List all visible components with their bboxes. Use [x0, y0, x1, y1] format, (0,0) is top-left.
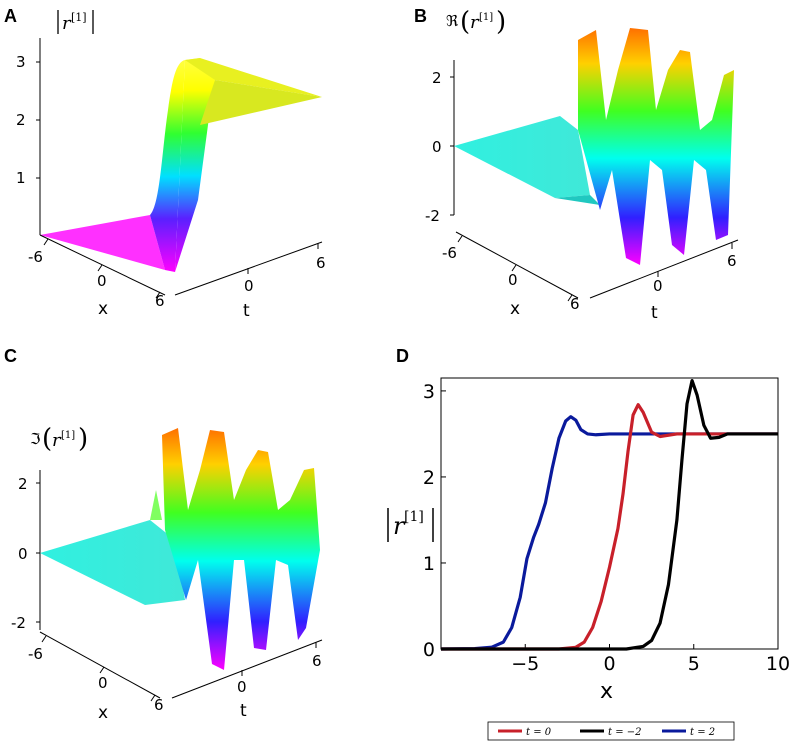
- z-title-a: r [1]: [57, 10, 94, 34]
- z-tick-b-3: -2: [425, 207, 440, 225]
- surface-a-floor: [40, 215, 165, 270]
- x-axis-b: [455, 231, 579, 299]
- series-line-t-2: [441, 378, 778, 651]
- d-ticks: −5 0 5 10 0 1 2 3: [423, 381, 790, 675]
- panel-label-d: D: [396, 346, 409, 366]
- z-title-b: ℜ ( r [1] ): [446, 7, 506, 37]
- d-series: [440, 378, 778, 651]
- x-axis-a: [39, 234, 166, 296]
- svg-text:ℑ: ℑ: [30, 430, 40, 448]
- z-tick-a-3: 3: [16, 53, 26, 71]
- panel-label-b: B: [414, 6, 427, 26]
- x-label-a: x: [98, 299, 108, 319]
- z-title-c: ℑ ( r [1] ): [30, 424, 88, 454]
- x-tick-label-d: 10: [766, 653, 790, 675]
- z-tick-b-2: 0: [432, 138, 442, 156]
- x-tick-c-2: 0: [98, 674, 108, 692]
- svg-text:[1]: [1]: [479, 12, 493, 23]
- x-tick-b-1: -6: [442, 244, 457, 262]
- x-tick-a-2: 0: [97, 272, 107, 290]
- t-tick-b-2: 6: [727, 252, 737, 270]
- svg-text:(: (: [460, 7, 470, 37]
- z-tick-c-3: -2: [11, 614, 26, 632]
- y-tick-label-d: 0: [423, 639, 435, 661]
- t-tick-a-2: 6: [316, 254, 326, 272]
- x-label-d: x: [600, 679, 613, 704]
- y-label-d: r [1]: [387, 508, 434, 542]
- z-tick-c-1: 2: [18, 475, 28, 493]
- svg-text:ℜ: ℜ: [446, 12, 459, 30]
- svg-text:(: (: [42, 424, 52, 454]
- surface-a-plateau: [185, 58, 322, 97]
- panel-a: A r [1] 3 2 1 -6 0 6 x 0 6 t: [4, 6, 326, 321]
- x-tick-c-1: -6: [28, 645, 43, 663]
- t-tick-b-1: 0: [653, 277, 663, 295]
- t-axis-b: [589, 239, 739, 299]
- legend-label: t = 2: [690, 727, 715, 738]
- legend-label: t = 0: [526, 727, 552, 738]
- surface-a-plateau-side: [200, 80, 322, 125]
- panel-label-a: A: [4, 6, 17, 26]
- x-tick-b-3: 6: [570, 295, 580, 313]
- surface-b-flat: [454, 116, 590, 198]
- y-tick-label-d: 3: [423, 381, 435, 403]
- y-tick-label-d: 1: [423, 553, 435, 575]
- x-axis-c: [39, 631, 161, 699]
- svg-text:r: r: [62, 13, 72, 34]
- z-tick-a-1: 1: [16, 169, 26, 187]
- x-tick-label-d: 0: [603, 653, 615, 675]
- t-tick-c-2: 6: [312, 652, 322, 670]
- z-tick-a-2: 2: [16, 111, 26, 129]
- surface-c-oscillation: [162, 428, 320, 670]
- legend-box: [487, 721, 735, 741]
- z-tick-b-1: 2: [432, 69, 442, 87]
- panel-b: B ℜ ( r [1] ) 2 0 -2 -6 0 6 x 0 6 t: [414, 6, 739, 323]
- t-tick-a-1: 0: [244, 277, 254, 295]
- surface-c-flat: [40, 520, 185, 605]
- svg-text:[1]: [1]: [404, 509, 424, 525]
- series-line-t-0: [441, 403, 778, 651]
- svg-text:[1]: [1]: [71, 11, 87, 24]
- x-tick-c-3: 6: [154, 696, 164, 714]
- svg-text:r: r: [52, 430, 62, 451]
- plot-frame-d: [440, 377, 779, 650]
- svg-text:[1]: [1]: [61, 430, 75, 441]
- x-tick-label-d: 5: [688, 653, 700, 675]
- y-tick-label-d: 2: [423, 467, 435, 489]
- t-axis-c: [171, 639, 323, 699]
- t-tick-c-1: 0: [237, 678, 247, 696]
- surface-a-rise: [150, 60, 185, 272]
- t-label-c: t: [240, 701, 247, 721]
- x-tick-b-2: 0: [508, 271, 518, 289]
- svg-text:r: r: [393, 512, 406, 540]
- z-tick-c-2: 0: [18, 545, 28, 563]
- svg-text:): ): [496, 7, 506, 37]
- panel-label-c: C: [4, 346, 17, 366]
- legend-label: t = −2: [608, 727, 642, 738]
- panel-d: D −5 0 5 10 0 1 2 3 r [1] x t = 0 t = −2 t = 2: [387, 346, 790, 741]
- x-label-b: x: [510, 299, 520, 319]
- x-tick-a-1: -6: [28, 248, 43, 266]
- t-label-a: t: [243, 301, 250, 321]
- x-tick-label-d: −5: [511, 653, 539, 675]
- x-tick-a-3: 6: [155, 292, 165, 310]
- series-line-t-2: [440, 415, 778, 651]
- panel-c: C ℑ ( r [1] ) 2 0 -2 -6 0 6 x 0 6 t: [4, 346, 323, 723]
- legend-d: t = 0 t = −2 t = 2: [487, 721, 735, 741]
- svg-text:r: r: [470, 12, 480, 33]
- x-label-c: x: [98, 703, 108, 723]
- surface-b-oscillation: [578, 28, 734, 265]
- svg-text:): ): [78, 424, 88, 454]
- t-label-b: t: [651, 303, 658, 323]
